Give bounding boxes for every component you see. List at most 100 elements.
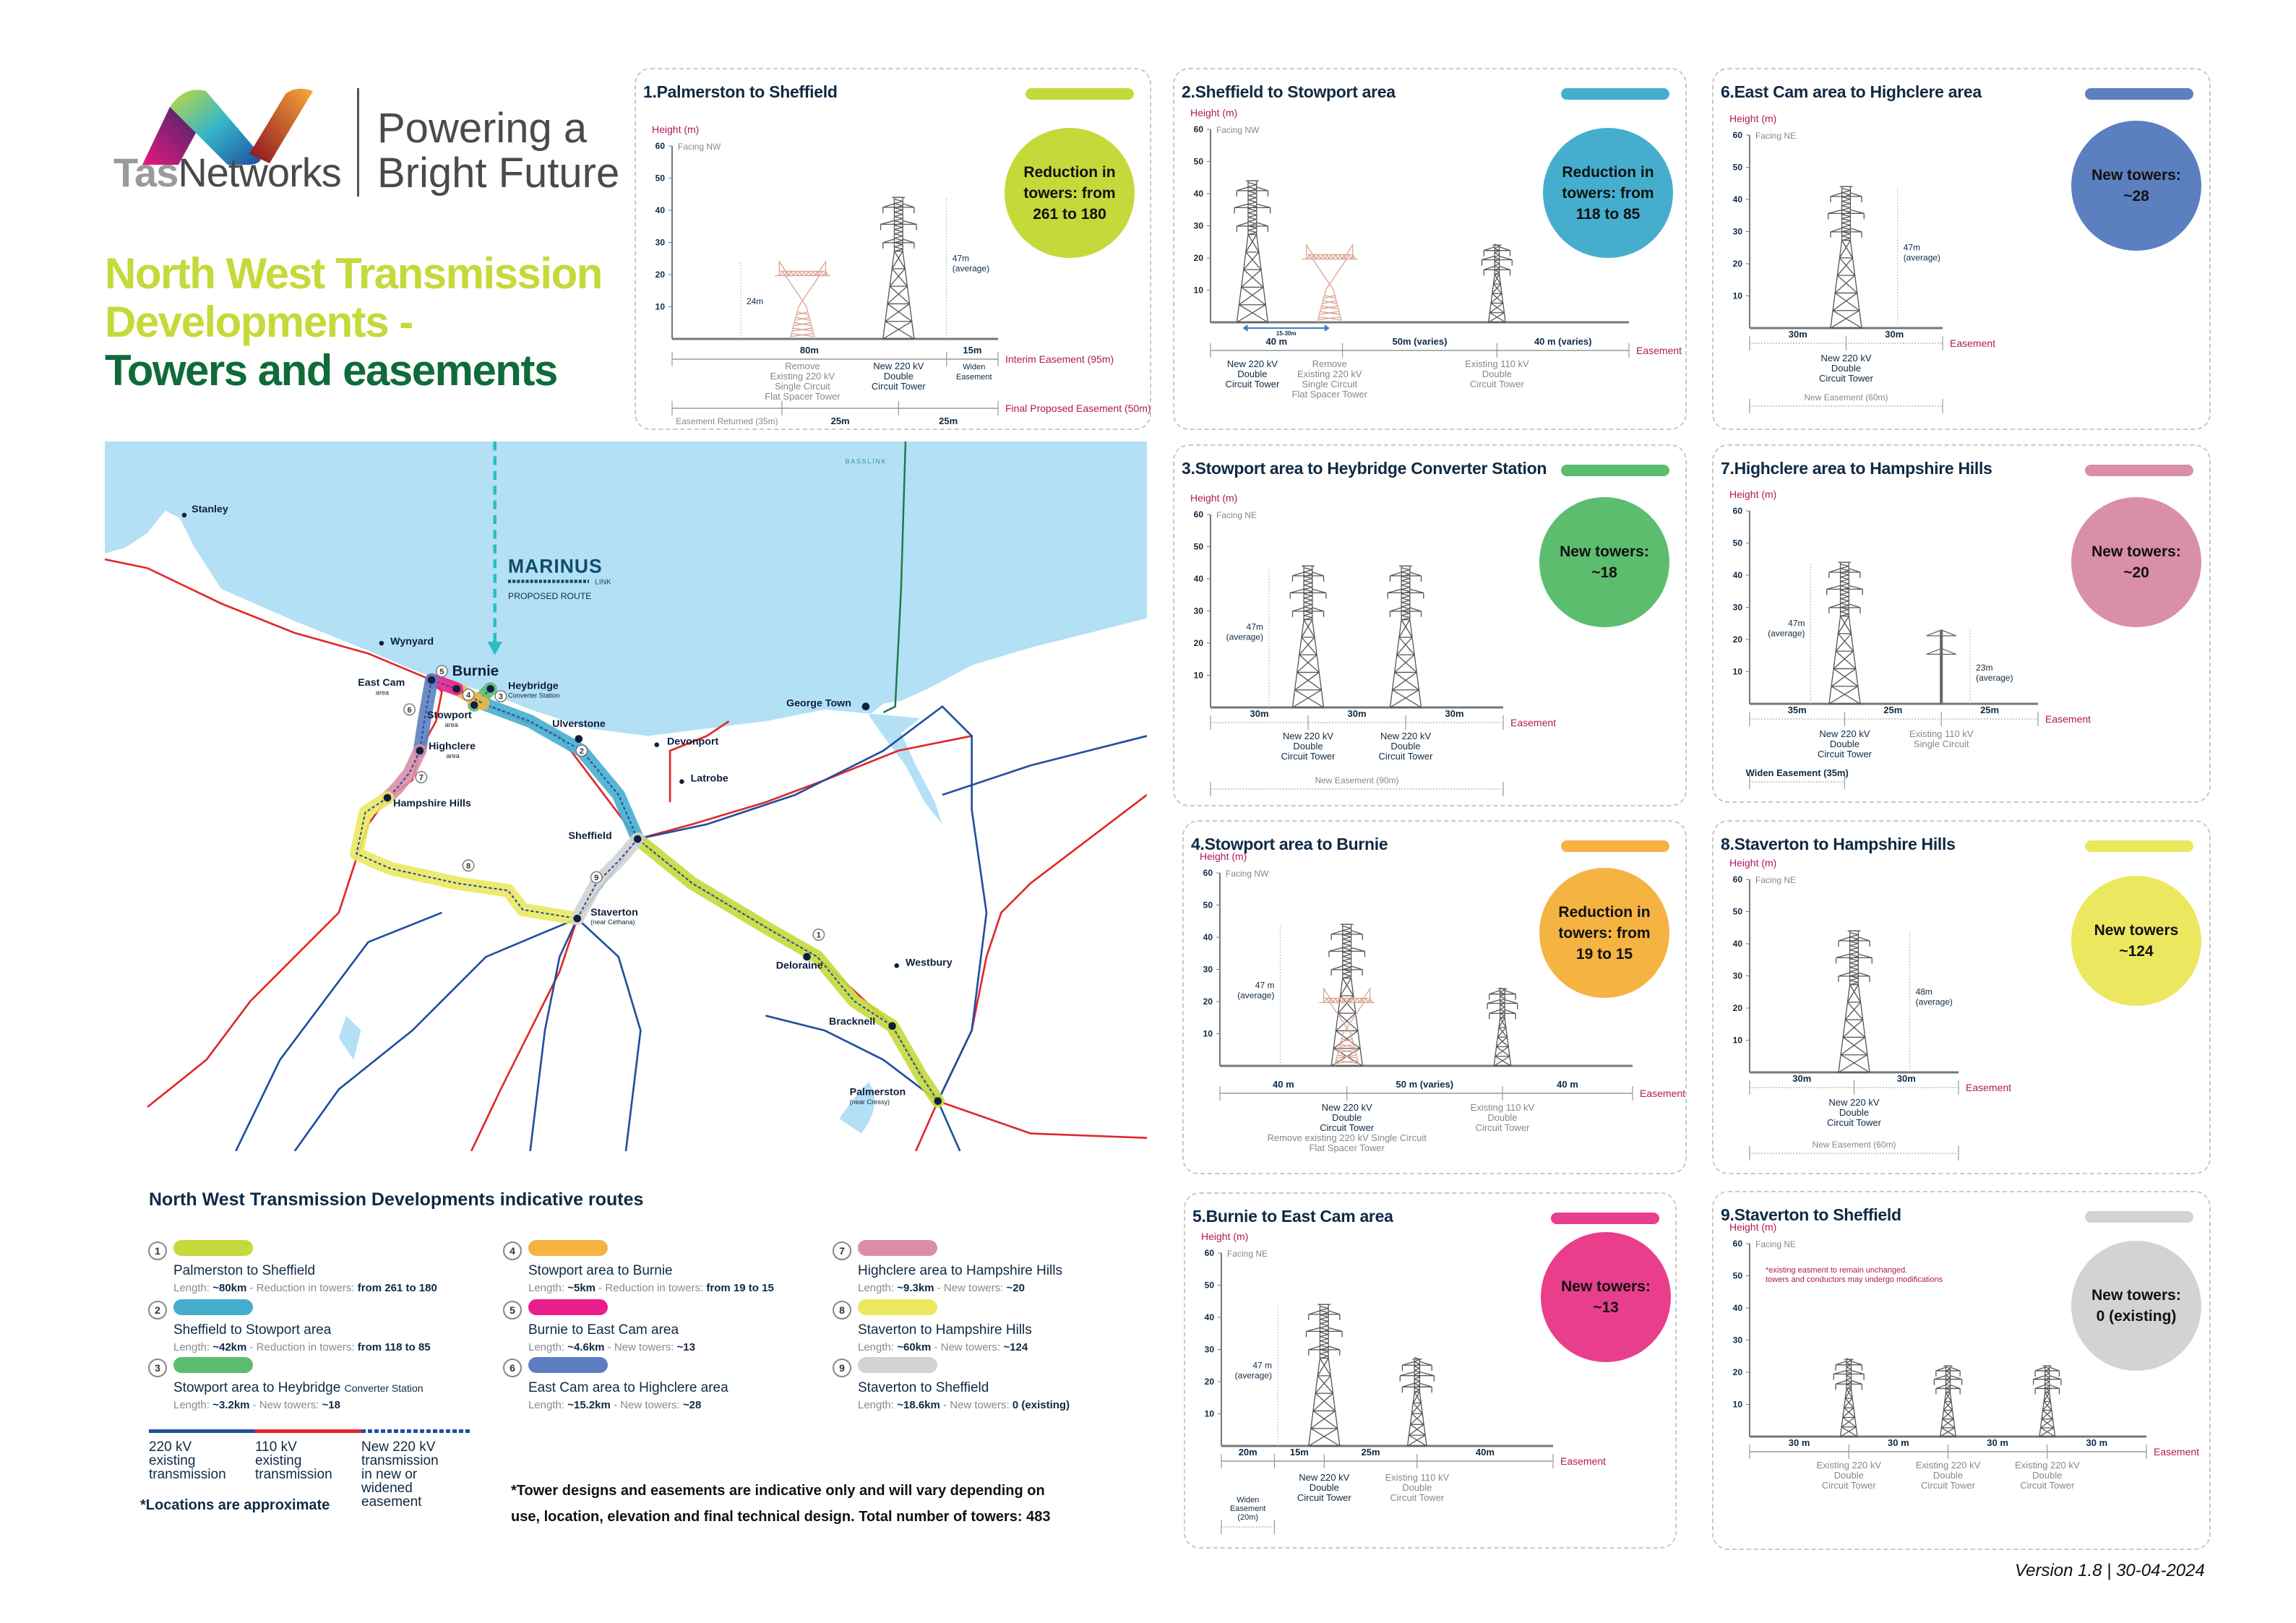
tower-count-text: ~28 [2123, 188, 2149, 205]
height-marker-label: 47 m [1252, 1360, 1272, 1370]
town-marker [575, 735, 583, 743]
y-tick-label: 50 [655, 173, 666, 184]
tower-label: Circuit Tower [1390, 1492, 1445, 1503]
route-name: Palmerston to Sheffield [173, 1263, 315, 1279]
easement-end-label: Interim Easement (95m) [1005, 353, 1114, 365]
route-8-new-line [356, 797, 577, 920]
metric-label: - Reduction in towers: [246, 1282, 355, 1294]
route-color-swatch [528, 1240, 608, 1256]
town-label: Bracknell [829, 1016, 875, 1028]
height-marker-label: 47 m [1255, 980, 1275, 990]
easement-dimension-row: 35m 25m 25m Easement [1749, 705, 2091, 726]
tasnetworks-logo-icon [142, 88, 313, 165]
y-tick-label: 30 [1733, 603, 1743, 613]
panel-title: 3.Stowport area to Heybridge Converter S… [1182, 459, 1547, 478]
route-name-text: Sheffield to Stowport area [173, 1322, 332, 1338]
y-tick-label: 40 [1194, 189, 1204, 199]
tower-remove-flat-spacer-icon [1302, 244, 1358, 323]
route-color-swatch [173, 1299, 253, 1315]
y-tick-label: 20 [1194, 638, 1204, 648]
town-sublabel: area [444, 721, 458, 728]
route-name: Highclere area to Hampshire Hills [858, 1263, 1062, 1279]
tower-existing-icon [1933, 1365, 1963, 1437]
panel-title: 2.Sheffield to Stowport area [1182, 82, 1396, 102]
cross-section-diagram: Height (m) 10 20 30 40 50 60 Facing NE *existing… [1729, 1221, 2199, 1491]
metric-label: - New towers: [934, 1282, 1004, 1294]
panel-title: 8.Staverton to Hampshire Hills [1721, 835, 1956, 854]
existing-220kV-line [942, 735, 1147, 796]
height-marker-label: (average) [1916, 996, 1953, 1007]
route-name-text: Staverton to Sheffield [858, 1380, 989, 1395]
panel-title-text: Sheffield to Stowport area [1195, 82, 1396, 101]
tower-label: Circuit Tower [1921, 1480, 1976, 1491]
town-marker [452, 684, 461, 693]
dimension-label: 25m [1883, 705, 1902, 715]
tower-label: Single Circuit [1914, 739, 1969, 749]
easement-dimension-row: New Easement (60m) [1749, 392, 1943, 413]
route-9-corridor [570, 832, 645, 926]
y-tick-label: 40 [1194, 574, 1204, 584]
tower-label: New 220 kV [1380, 731, 1431, 741]
route-number-badge: 8 [833, 1301, 851, 1320]
tower-count-text: 0 (existing) [2096, 1308, 2177, 1325]
y-tick-label: 60 [1733, 1239, 1743, 1249]
route-color-swatch [858, 1299, 937, 1315]
line-key-label: 110 kV existing transmission [255, 1439, 332, 1482]
tower-label: New 220 kV [1820, 353, 1871, 363]
height-marker-label: (average) [1768, 628, 1805, 638]
y-tick-label: 10 [1194, 671, 1204, 681]
tower-label: Circuit Tower [1470, 379, 1525, 389]
tower-new-220kv-icon [1234, 180, 1271, 323]
dimension-label: 50m (varies) [1393, 336, 1448, 347]
panel-number: 8. [1721, 835, 1734, 853]
tower-label: Double [1834, 1470, 1864, 1481]
y-tick-label: 10 [1733, 1400, 1743, 1410]
route-name-text: Stowport area to Burnie [528, 1263, 673, 1278]
town-label: East Cam [358, 677, 405, 689]
panel-title: 7.Highclere area to Hampshire Hills [1721, 459, 1992, 478]
dimension-label: Easement [1230, 1504, 1266, 1513]
length-label: Length: [858, 1282, 895, 1294]
metric-value: ~20 [1006, 1282, 1025, 1294]
easement-end-label: Easement [1950, 337, 1995, 349]
cross-section-diagram: Height (m) 10 20 30 40 50 60 Facing NW 47 m(aver… [1200, 851, 1685, 1153]
length-value: ~4.6km [567, 1341, 605, 1353]
metric-label: - New towers: [940, 1399, 1010, 1411]
route-stats: Length: ~80km - Reduction in towers: fro… [173, 1282, 437, 1294]
metric-label: - New towers: [604, 1341, 674, 1353]
route-7-new-line [387, 750, 421, 798]
town-marker [633, 835, 642, 843]
route-name-text: Staverton to Hampshire Hills [858, 1322, 1032, 1338]
route-badge-2: 2 [575, 744, 588, 757]
height-axis-label: Height (m) [1201, 1231, 1248, 1242]
tower-label: Circuit Tower [1819, 373, 1874, 384]
height-marker-label: 47m [953, 253, 969, 263]
y-tick-label: 10 [655, 302, 666, 312]
tower-label: New 220 kV [1299, 1472, 1349, 1483]
line-swatch [255, 1429, 364, 1433]
y-tick-label: 10 [1205, 1409, 1215, 1419]
panel-number: 6. [1721, 82, 1734, 101]
dimension-label: 30m [1347, 708, 1366, 719]
height-marker-label: (average) [1976, 673, 2013, 683]
easement-end-label: Easement [2045, 713, 2091, 725]
tower-remove-flat-spacer-icon [774, 260, 830, 340]
tower-label: Widen [963, 363, 985, 371]
easement-dimension-row: 30m 30m Easement [1749, 329, 1995, 350]
metric-label: - New towers: [931, 1341, 1001, 1353]
metric-label: - New towers: [249, 1399, 319, 1411]
tower-count-badge: New towers ~124 [2071, 876, 2201, 1006]
tower-count-text: 19 to 15 [1575, 945, 1633, 963]
dimension-label: Widen Easement (35m) [1746, 767, 1849, 778]
tower-count-text: towers: from [1023, 184, 1116, 202]
lake [338, 1015, 361, 1060]
y-tick-label: 20 [1203, 996, 1213, 1007]
y-tick-label: 50 [1733, 907, 1743, 917]
tower-label: Circuit Tower [1475, 1122, 1530, 1133]
dimension-label: 30 m [2086, 1437, 2108, 1448]
dimension-label: 80m [800, 345, 819, 356]
easement-end-label: Easement [1636, 345, 1682, 356]
tower-count-text: towers: from [1562, 184, 1654, 202]
route-map: BASSLINK MARINUS LINK PROPOSED ROUTE Stanley… [105, 442, 1147, 1151]
route-name: Sheffield to Stowport area [173, 1322, 331, 1338]
